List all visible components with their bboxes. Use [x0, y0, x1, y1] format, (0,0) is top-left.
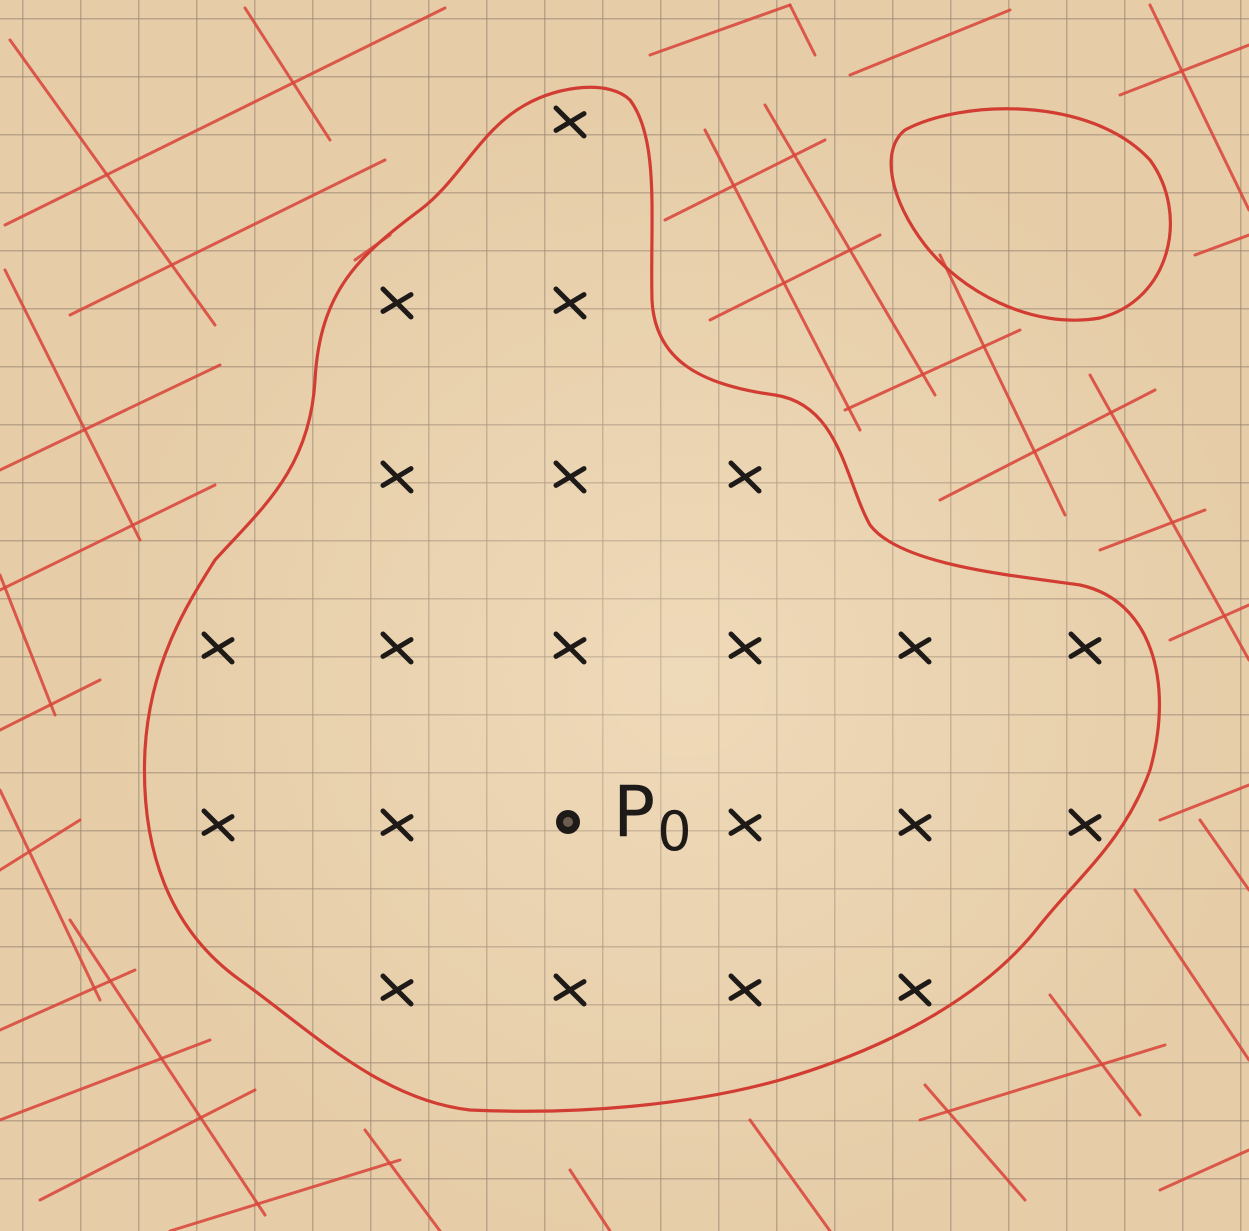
- cross-stroke: [553, 637, 587, 659]
- cross-marker: [380, 631, 414, 665]
- cross-marker: [1068, 631, 1102, 665]
- cross-stroke: [728, 466, 762, 488]
- cross-stroke: [898, 814, 932, 836]
- sample-points: [201, 105, 1102, 1007]
- cross-stroke: [553, 979, 587, 1001]
- cross-marker: [898, 631, 932, 665]
- reference-point-dot-center: [563, 817, 573, 827]
- cross-stroke: [553, 292, 587, 314]
- reference-point-subscript: 0: [657, 800, 691, 863]
- cross-marker: [553, 105, 587, 139]
- cross-marker: [553, 286, 587, 320]
- cross-marker: [728, 808, 762, 842]
- cross-stroke: [380, 979, 414, 1001]
- cross-marker: [553, 973, 587, 1007]
- cross-stroke: [380, 814, 414, 836]
- cross-stroke: [728, 637, 762, 659]
- cross-marker: [1068, 808, 1102, 842]
- cross-marker: [728, 460, 762, 494]
- cross-marker: [380, 973, 414, 1007]
- cross-stroke: [898, 979, 932, 1001]
- reference-point-letter: P: [613, 771, 655, 853]
- cross-stroke: [380, 466, 414, 488]
- cross-marker: [728, 973, 762, 1007]
- cross-marker: [553, 460, 587, 494]
- cross-marker: [380, 460, 414, 494]
- cross-stroke: [728, 979, 762, 1001]
- reference-point-label: P0: [613, 771, 692, 863]
- cross-marker: [380, 808, 414, 842]
- cross-stroke: [553, 111, 587, 133]
- cross-marker: [898, 973, 932, 1007]
- cross-marker: [553, 631, 587, 665]
- cross-stroke: [728, 814, 762, 836]
- cross-marker: [898, 808, 932, 842]
- hole-boundary: [889, 107, 1172, 322]
- cross-marker: [201, 631, 235, 665]
- cross-stroke: [201, 637, 235, 659]
- cross-stroke: [1068, 814, 1102, 836]
- cross-stroke: [898, 637, 932, 659]
- cross-stroke: [380, 292, 414, 314]
- exterior-hatching: [0, 3, 1249, 1231]
- cross-stroke: [380, 637, 414, 659]
- cross-marker: [201, 808, 235, 842]
- cross-marker: [380, 286, 414, 320]
- cross-marker: [728, 631, 762, 665]
- cross-stroke: [1068, 637, 1102, 659]
- cross-stroke: [201, 814, 235, 836]
- reference-point: P0: [556, 771, 692, 863]
- region-boundary: [142, 85, 1162, 1113]
- cross-stroke: [553, 466, 587, 488]
